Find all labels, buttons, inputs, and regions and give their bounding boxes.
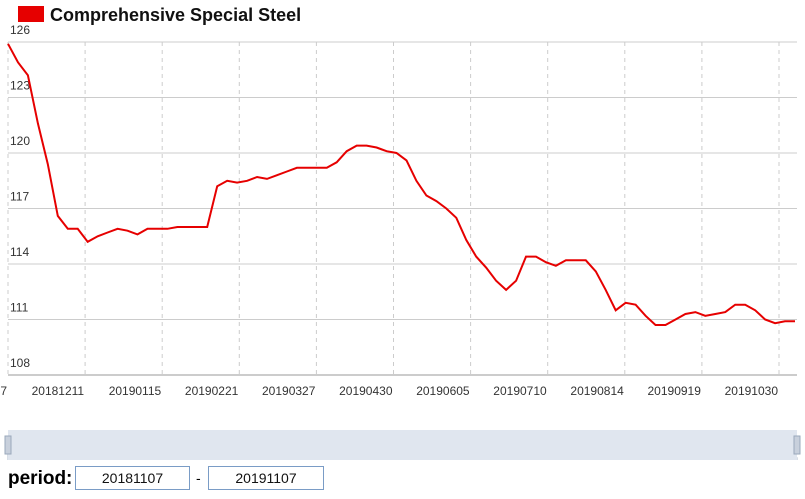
x-tick-label: 7 <box>0 384 7 398</box>
zoom-handle[interactable] <box>4 435 12 455</box>
start-input[interactable]: 20181107 <box>75 466 190 490</box>
y-tick-label: 111 <box>10 301 29 315</box>
y-tick-label: 123 <box>10 79 30 93</box>
x-tick-label: 20190430 <box>339 384 393 398</box>
zoom-slider[interactable] <box>8 430 797 460</box>
x-tick-label: 20190327 <box>262 384 316 398</box>
end-input[interactable]: 20191107 <box>208 466 324 490</box>
separator: - <box>196 470 201 486</box>
x-tick-label: 20190814 <box>570 384 624 398</box>
zoom-handle[interactable] <box>793 435 801 455</box>
line <box>7 43 795 326</box>
x-tick-label: 20181211 <box>32 384 85 398</box>
x-tick-label: 20190605 <box>416 384 470 398</box>
y-tick-label: 120 <box>10 134 30 148</box>
x-tick-label: 20190115 <box>109 384 162 398</box>
legend-swatch <box>18 6 44 22</box>
x-tick-label: 20190710 <box>493 384 547 398</box>
y-tick-label: 108 <box>10 356 30 370</box>
y-tick-label: 126 <box>10 23 30 37</box>
x-tick-label: 20190221 <box>185 384 239 398</box>
y-tick-label: 117 <box>10 190 29 204</box>
x-tick-label: 20191030 <box>725 384 779 398</box>
chart: Comprehensive Special Steel 108 111 114 117… <box>0 5 801 460</box>
x-tick-label: 20190919 <box>648 384 702 398</box>
chart-title: Comprehensive Special Steel <box>50 5 301 25</box>
period-label: period: <box>8 468 73 489</box>
y-tick-label: 114 <box>10 245 29 259</box>
